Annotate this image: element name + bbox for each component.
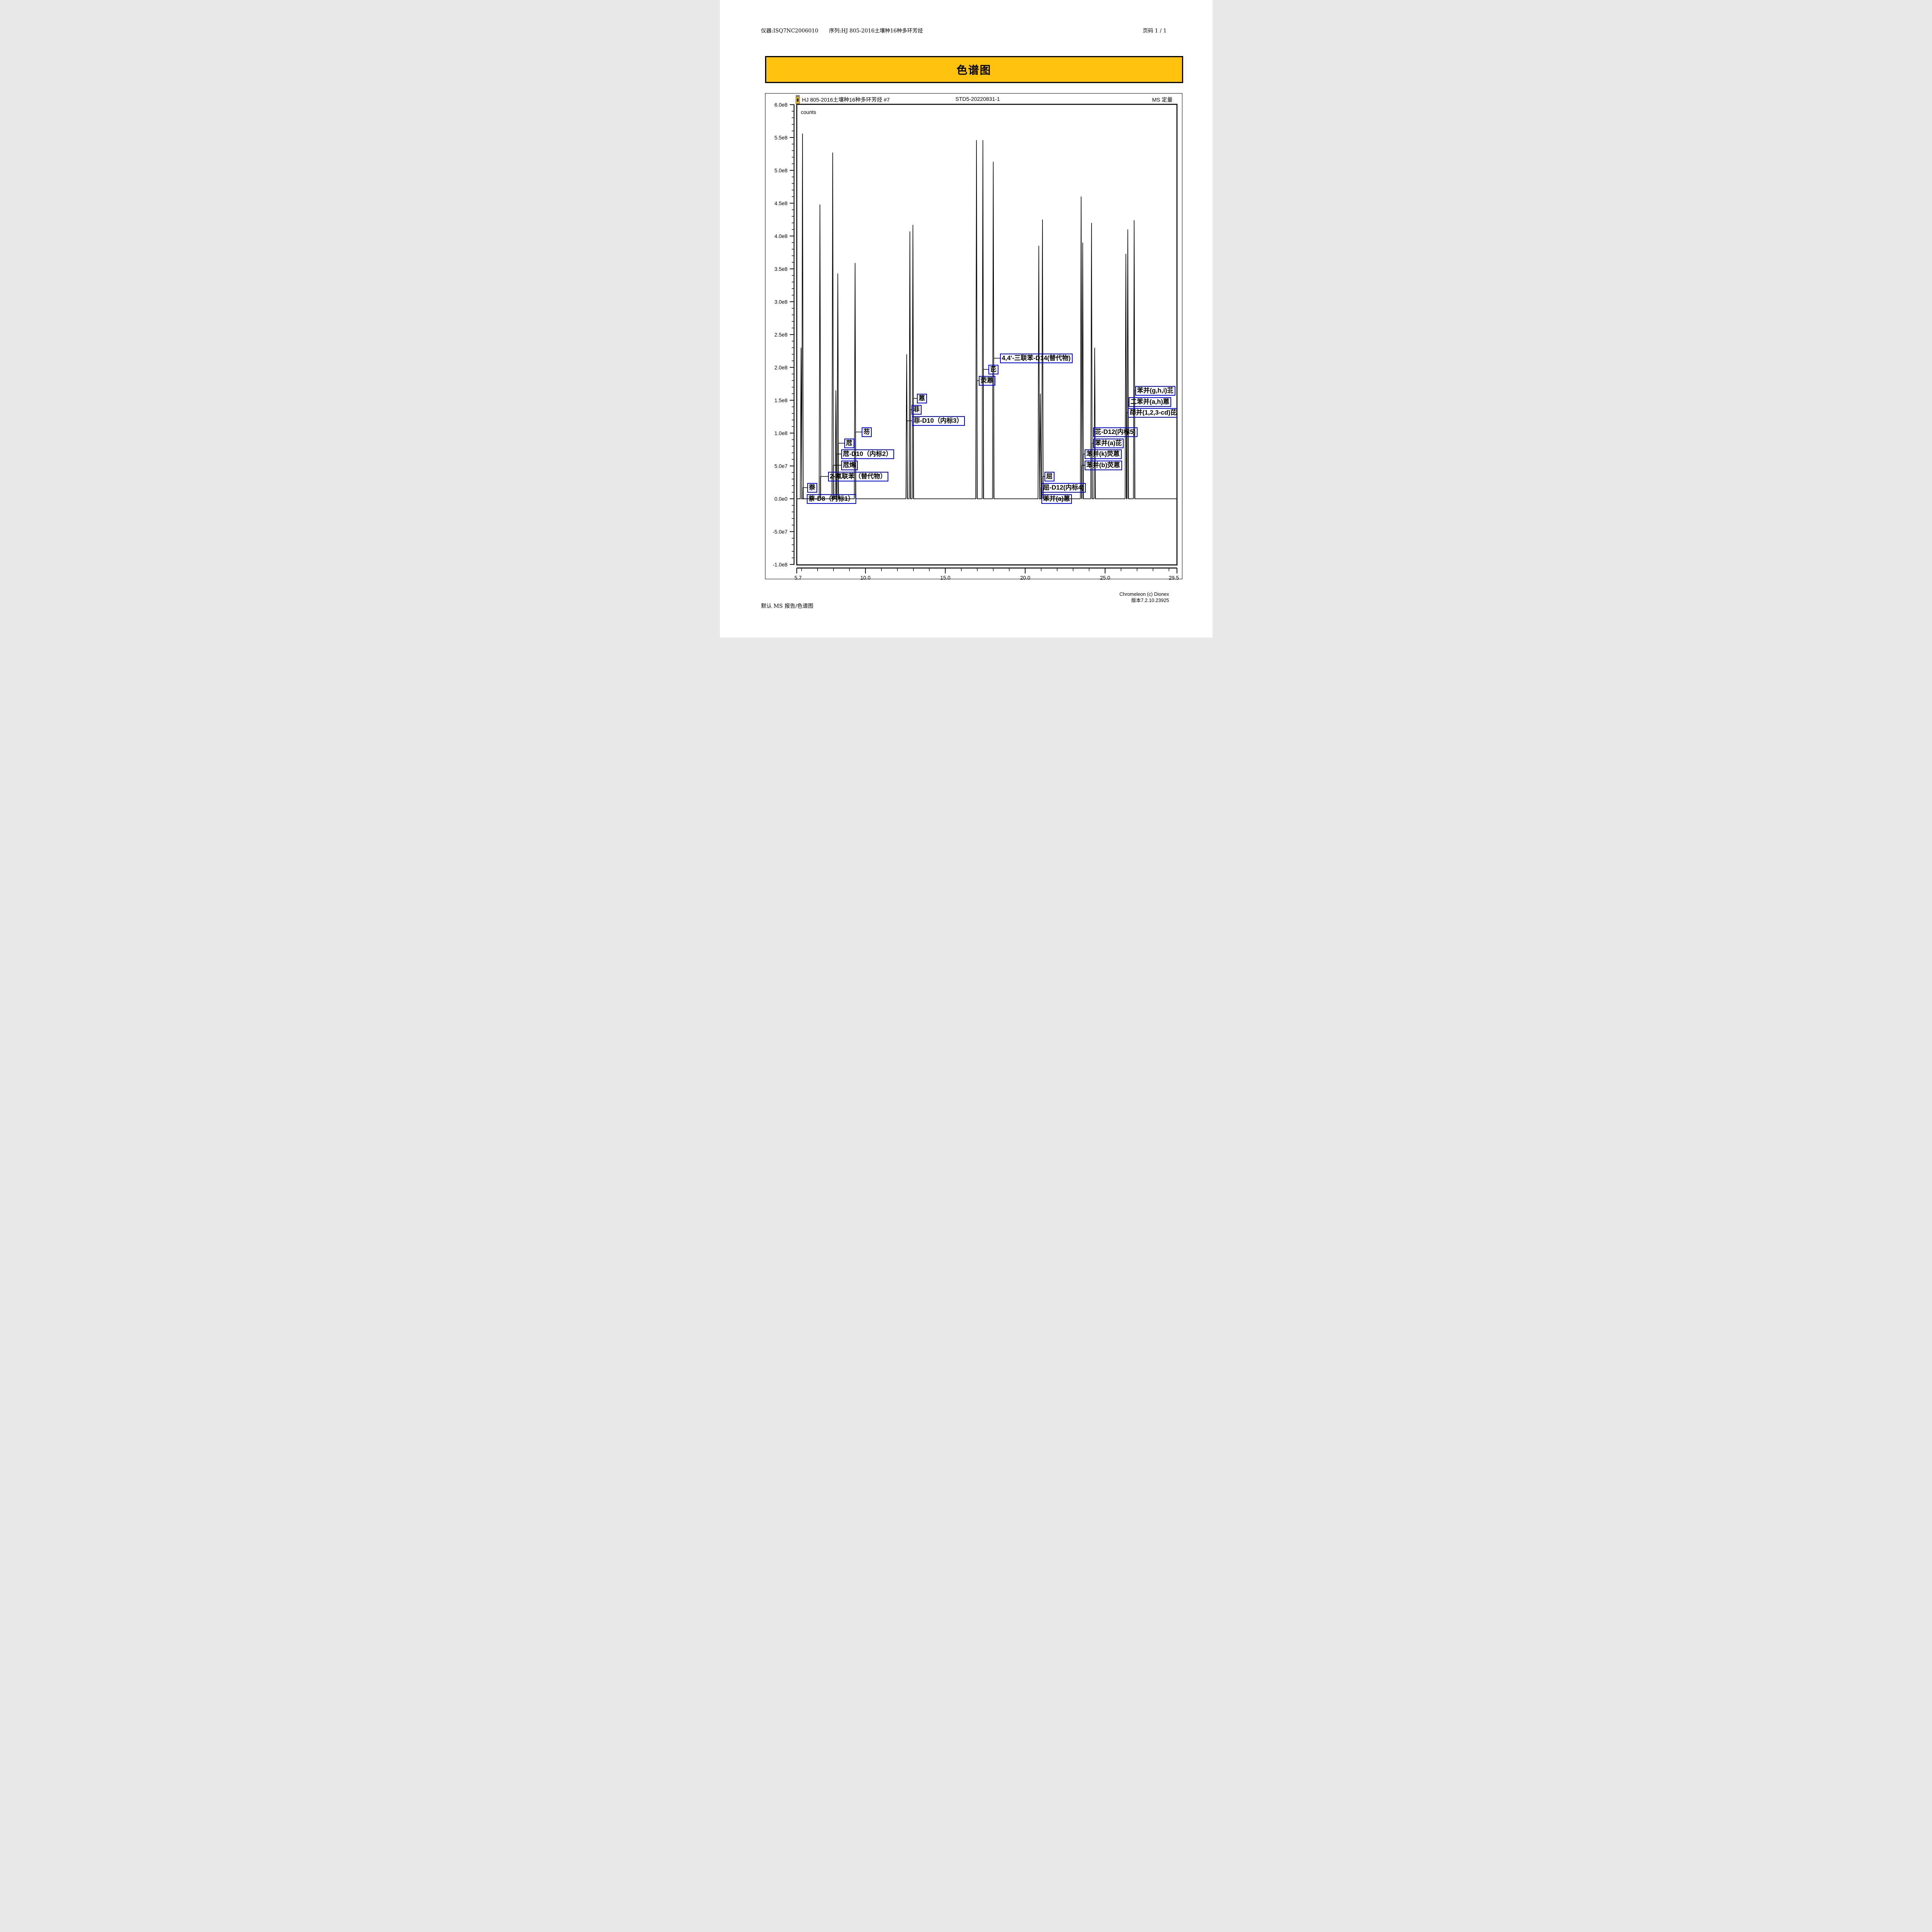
software-name: Chromeleon (c) Dionex xyxy=(1119,592,1169,597)
peak-label-layer: 萘-D8（内标1）萘 2-氟联苯（替代物） 苊烯 苊-D10（内标2）苊芴 菲-D10（… xyxy=(797,104,1177,565)
y-tick-label: -1.0e8 xyxy=(772,562,787,568)
y-tick-label: 5.0e8 xyxy=(774,168,787,173)
peak-label: 2-氟联苯（替代物） xyxy=(828,472,889,481)
peak-label: 苯并(k)荧蒽 xyxy=(1084,449,1122,459)
plot-frame xyxy=(796,104,1177,566)
peak-label: 苯并(b)荧蒽 xyxy=(1084,461,1122,470)
peak-label: 苊-D10（内标2） xyxy=(841,449,894,459)
report-template-name: 默认 MS 报告/色谱图 xyxy=(761,603,814,609)
x-tick-label: 29.5 xyxy=(1168,575,1179,581)
peak-label: 萘 xyxy=(807,483,817,493)
y-tick-label: 5.5e8 xyxy=(774,135,787,141)
peak-label: 苯并(a)蒽 xyxy=(1041,494,1072,504)
y-tick-label: 2.5e8 xyxy=(774,332,787,338)
peak-label: 苯并(a)芘 xyxy=(1093,439,1124,448)
peak-label: 菲-D10（内标3） xyxy=(912,416,965,426)
x-tick-label: 25.0 xyxy=(1100,575,1110,581)
peak-label: 苯并(g,h,i)苝 xyxy=(1135,386,1175,396)
y-tick-label: 6.0e8 xyxy=(774,102,787,108)
chromatogram-trace xyxy=(797,133,1177,499)
peak-label: 芴 xyxy=(861,427,872,437)
y-unit-label: counts xyxy=(801,109,816,115)
peak-label: 苊烯 xyxy=(841,461,858,470)
peak-label: 苊 xyxy=(844,439,854,448)
peak-label: 菲 xyxy=(911,405,922,415)
y-tick-label: 1.0e8 xyxy=(774,430,787,436)
peak-label: 茚并(1,2,3-cd)芘 xyxy=(1128,408,1177,418)
x-tick-label: 15.0 xyxy=(940,575,950,581)
y-tick-label: 0.0e0 xyxy=(774,496,787,502)
peak-label: 屈-D12(内标4) xyxy=(1041,483,1086,493)
sequence-label: 序列:HJ 805-2016土壤种16种多环芳烃 xyxy=(829,28,923,34)
y-tick-label: 3.5e8 xyxy=(774,266,787,272)
banner-title: 色谱图 xyxy=(956,64,992,77)
x-tick-label: 20.0 xyxy=(1020,575,1030,581)
peak-label: 二苯并(a,h)蒽 xyxy=(1128,397,1172,407)
y-tick-label: 2.0e8 xyxy=(774,365,787,371)
y-tick-label: 4.5e8 xyxy=(774,201,787,206)
y-tick-label: 5.0e7 xyxy=(774,463,787,469)
y-tick-label: 4.0e8 xyxy=(774,233,787,239)
chart-outer-box xyxy=(765,93,1182,579)
peak-label: 芘 xyxy=(988,365,998,374)
peak-label: 蒽 xyxy=(917,394,927,403)
chart-title-row: HJ 805-2016土壤种16种多环芳烃 #7 STD5-20220831-1… xyxy=(720,94,1213,104)
peak-label: 屈 xyxy=(1044,472,1054,481)
instrument-label: 仪器:ISQ7NC2006010 xyxy=(761,28,818,34)
chromatogram-banner: 色谱图 xyxy=(765,56,1183,83)
detection-mode: MS 定量 xyxy=(1152,97,1173,103)
peak-label: 荧蒽 xyxy=(978,376,995,386)
vial-icon xyxy=(795,95,800,104)
software-version: 版本7.2.10.23925 xyxy=(1131,598,1169,603)
peak-label: 萘-D8（内标1） xyxy=(806,494,856,504)
peak-label: 苝-D12(内标5) xyxy=(1093,427,1138,437)
peak-label: 4,4'-三联苯-D14(替代物) xyxy=(1000,354,1073,363)
x-tick-label: 10.0 xyxy=(860,575,870,581)
page-number: 页码 1 / 1 xyxy=(1143,28,1167,34)
x-tick-label: 5.7 xyxy=(794,575,802,581)
sample-name: STD5-20220831-1 xyxy=(955,96,1000,102)
report-page: 仪器:ISQ7NC2006010 序列:HJ 805-2016土壤种16种多环芳… xyxy=(719,0,1213,638)
y-tick-label: 3.0e8 xyxy=(774,299,787,305)
y-tick-label: 1.5e8 xyxy=(774,398,787,403)
injection-name: HJ 805-2016土壤种16种多环芳烃 #7 xyxy=(802,97,890,103)
y-tick-label: -5.0e7 xyxy=(772,529,787,535)
software-credit: Chromeleon (c) Dionex 版本7.2.10.23925 xyxy=(1119,591,1169,604)
